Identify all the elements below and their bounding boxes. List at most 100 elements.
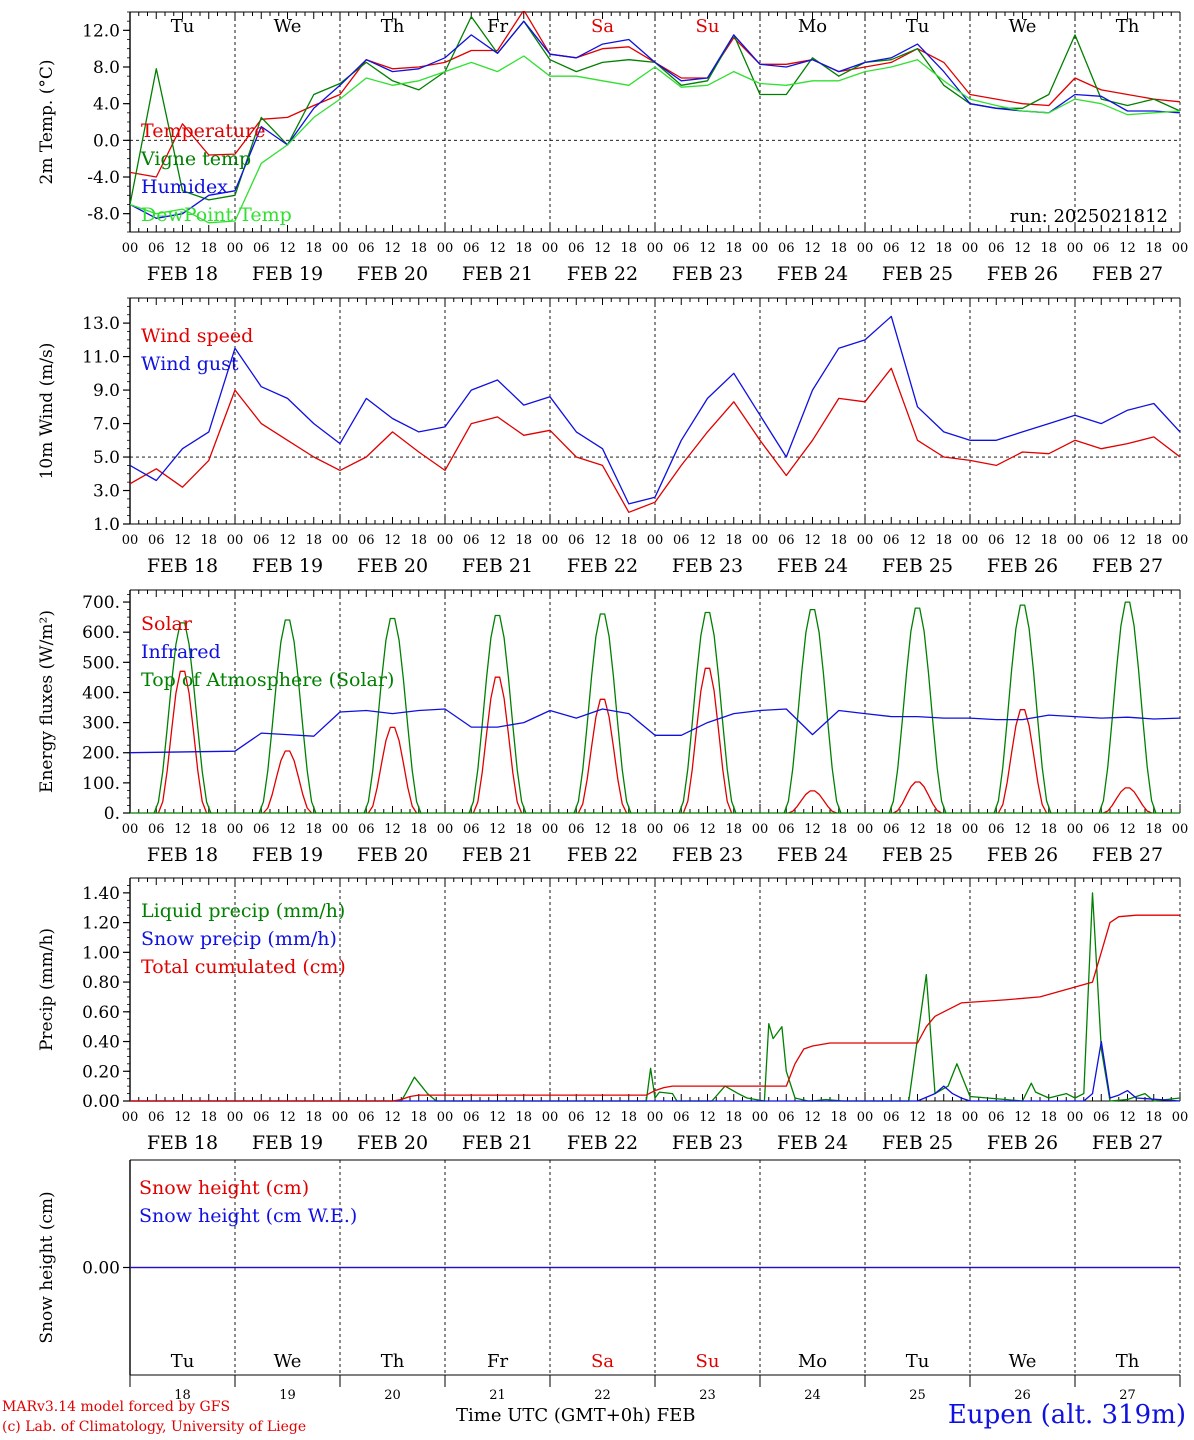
weekday-label: Sa: [591, 1351, 614, 1372]
hour-tick-label: 12: [489, 533, 506, 548]
series-line-top-of-atmosphere: [993, 604, 1052, 814]
y-axis-title: 10m Wind (m/s): [37, 343, 57, 480]
hour-tick-label: 00: [647, 822, 664, 837]
hour-tick-label: 00: [1067, 1110, 1084, 1125]
y-tick-label: 3.0: [93, 482, 120, 502]
legend-entry: Liquid precip (mm/h): [141, 900, 345, 922]
weekday-label: Sa: [591, 16, 614, 37]
hour-tick-label: 06: [883, 1110, 900, 1125]
weekday-label: Fr: [487, 16, 508, 37]
hour-tick-label: 18: [410, 533, 427, 548]
y-tick-label: 11.0: [82, 348, 120, 368]
hour-tick-label: 00: [962, 1110, 979, 1125]
y-tick-label: 0.20: [82, 1062, 120, 1082]
y-tick-label: 4.0: [93, 95, 120, 115]
hour-tick-label: 12: [489, 241, 506, 256]
hour-tick-label: 18: [1145, 533, 1162, 548]
hour-tick-label: 18: [1145, 241, 1162, 256]
series-line-top-of-atmosphere: [573, 613, 632, 814]
hour-tick-label: 12: [909, 1110, 926, 1125]
hour-tick-label: 06: [1093, 533, 1110, 548]
hour-tick-label: 18: [1040, 1110, 1057, 1125]
hour-tick-label: 12: [1014, 1110, 1031, 1125]
series-line-solar: [682, 667, 733, 814]
hour-tick-label: 00: [227, 1110, 244, 1125]
date-label: FEB 18: [147, 555, 218, 577]
date-label: FEB 23: [672, 844, 743, 866]
y-tick-label: 500.: [82, 653, 120, 673]
hour-tick-label: 06: [988, 1110, 1005, 1125]
series-group: [130, 315, 1180, 513]
panel-snow: 0.00 Snow height (cm) Tu We Th Fr Sa Su Mo Tu We Th…: [37, 1159, 1181, 1403]
hour-tick-label: 12: [174, 822, 191, 837]
hour-tick-label: 18: [515, 822, 532, 837]
hour-tick-label: 06: [463, 822, 480, 837]
date-label: FEB 27: [1092, 1132, 1163, 1154]
day-number-label: 24: [804, 1388, 821, 1403]
hour-tick-label: 06: [358, 1110, 375, 1125]
date-label: FEB 19: [252, 263, 323, 285]
hour-tick-label: 12: [174, 241, 191, 256]
panel-wind: 13.0 11.0 9.0 7.0 5.0 3.0 1.0 10m Wind (m/s) 00 0…: [37, 297, 1188, 577]
y-tick-label: 5.0: [93, 448, 120, 468]
hour-tick-label: 00: [122, 822, 139, 837]
hour-tick-label: 12: [1014, 241, 1031, 256]
hour-tick-label: 06: [568, 241, 585, 256]
hour-tick-label: 18: [1040, 822, 1057, 837]
hour-tick-label: 12: [174, 533, 191, 548]
hour-tick-label: 06: [253, 533, 270, 548]
hour-tick-label: 06: [673, 1110, 690, 1125]
hour-tick-label: 18: [830, 1110, 847, 1125]
weekday-label: Tu: [171, 16, 195, 37]
hour-tick-label: 12: [1119, 241, 1136, 256]
series-line-top-of-atmosphere: [888, 607, 947, 814]
hour-tick-label: 00: [752, 241, 769, 256]
date-label: FEB 18: [147, 263, 218, 285]
model-credit-line2: (c) Lab. of Climatology, University of L…: [2, 1419, 307, 1435]
hour-tick-label: 18: [620, 533, 637, 548]
y-tick-label: 200.: [82, 744, 120, 764]
panel-temp: 12.0 8.0 4.0 0.0 -4.0 -8.0 2m Temp. (°C) 00 06 12…: [37, 11, 1188, 285]
weekday-label: Tu: [171, 1351, 195, 1372]
y-tick-label: 0.0: [93, 131, 120, 151]
weekday-label: Mo: [798, 1351, 827, 1372]
hour-tick-label: 00: [857, 241, 874, 256]
date-label: FEB 27: [1092, 844, 1163, 866]
legend-entry: Solar: [141, 613, 193, 635]
hour-tick-label: 06: [778, 533, 795, 548]
weekday-label: Mo: [798, 16, 827, 37]
y-tick-label: 0.60: [82, 1003, 120, 1023]
weekday-label: Tu: [906, 1351, 930, 1372]
hour-tick-label: 00: [1067, 822, 1084, 837]
y-tick-label: 8.0: [93, 58, 120, 78]
date-label: FEB 20: [357, 263, 428, 285]
series-line-wind-speed: [130, 367, 1180, 513]
hour-tick-label: 00: [962, 241, 979, 256]
hour-tick-label: 12: [1119, 1110, 1136, 1125]
series-line-solar: [262, 750, 313, 814]
day-number-label: 21: [489, 1388, 506, 1403]
y-tick-label: 400.: [82, 683, 120, 703]
hour-tick-label: 06: [778, 1110, 795, 1125]
y-tick-label: 12.0: [82, 21, 120, 41]
legend-entry: Infrared: [141, 641, 221, 663]
hour-tick-label: 12: [1119, 533, 1136, 548]
hour-tick-label: 18: [830, 241, 847, 256]
hour-tick-label: 18: [620, 241, 637, 256]
legend-entry: Wind gust: [141, 353, 239, 375]
series-line-total-cumulated-cm-: [130, 914, 1180, 1102]
day-number-label: 27: [1119, 1388, 1136, 1403]
series-line-top-of-atmosphere: [783, 608, 842, 814]
series-line-wind-gust: [130, 315, 1180, 505]
hour-tick-label: 18: [200, 1110, 217, 1125]
hour-tick-label: 18: [515, 533, 532, 548]
legend-entry: Snow height (cm W.E.): [139, 1205, 357, 1227]
hour-tick-label: 18: [935, 1110, 952, 1125]
hour-tick-label: 18: [515, 1110, 532, 1125]
hour-tick-label: 06: [988, 241, 1005, 256]
hour-tick-label: 06: [148, 533, 165, 548]
date-label: FEB 24: [777, 555, 848, 577]
series-line-solar: [997, 709, 1048, 814]
hour-tick-label: 06: [778, 241, 795, 256]
